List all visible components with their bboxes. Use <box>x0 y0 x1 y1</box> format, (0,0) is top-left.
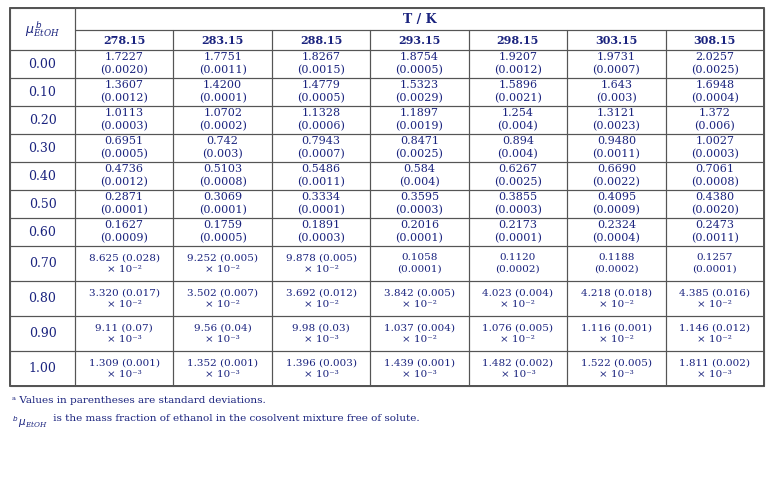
Text: 0.742
(0.003): 0.742 (0.003) <box>202 137 243 159</box>
Bar <box>10 190 75 218</box>
Text: 1.5323
(0.0029): 1.5323 (0.0029) <box>396 80 444 103</box>
Text: 283.15: 283.15 <box>201 35 244 46</box>
Bar <box>567 281 666 316</box>
Bar <box>10 351 75 386</box>
Text: 1.076 (0.005)
× 10⁻²: 1.076 (0.005) × 10⁻² <box>482 323 553 344</box>
Bar <box>173 281 272 316</box>
Bar <box>469 246 567 281</box>
Text: 1.4200
(0.0001): 1.4200 (0.0001) <box>199 80 247 103</box>
Text: 0.1120
(0.0002): 0.1120 (0.0002) <box>495 253 540 274</box>
Text: 0.40: 0.40 <box>29 169 57 183</box>
Text: 3.320 (0.017)
× 10⁻²: 3.320 (0.017) × 10⁻² <box>89 288 159 309</box>
Text: 1.396 (0.003)
× 10⁻³: 1.396 (0.003) × 10⁻³ <box>286 358 357 379</box>
Bar <box>10 218 75 246</box>
Text: 0.584
(0.004): 0.584 (0.004) <box>399 164 440 188</box>
Text: 3.692 (0.012)
× 10⁻²: 3.692 (0.012) × 10⁻² <box>286 288 357 309</box>
Bar <box>666 78 764 106</box>
Text: 0.4095
(0.0009): 0.4095 (0.0009) <box>592 193 640 216</box>
Text: 0.6690
(0.0022): 0.6690 (0.0022) <box>592 164 640 188</box>
Bar <box>370 281 469 316</box>
Text: 1.9207
(0.0012): 1.9207 (0.0012) <box>494 52 542 76</box>
Text: 0.3595
(0.0003): 0.3595 (0.0003) <box>396 193 444 216</box>
Text: ᵃ Values in parentheses are standard deviations.: ᵃ Values in parentheses are standard dev… <box>12 396 265 405</box>
Bar <box>173 190 272 218</box>
Text: 1.254
(0.004): 1.254 (0.004) <box>498 108 538 132</box>
Text: 2.0257
(0.0025): 2.0257 (0.0025) <box>691 52 738 76</box>
Bar <box>75 134 173 162</box>
Text: 0.1058
(0.0001): 0.1058 (0.0001) <box>397 253 442 274</box>
Bar <box>173 50 272 78</box>
Text: 9.878 (0.005)
× 10⁻²: 9.878 (0.005) × 10⁻² <box>286 253 357 274</box>
Bar <box>666 246 764 281</box>
Text: 0.2871
(0.0001): 0.2871 (0.0001) <box>101 193 148 216</box>
Bar <box>272 30 370 50</box>
Bar <box>370 134 469 162</box>
Text: 0.5103
(0.0008): 0.5103 (0.0008) <box>199 164 247 188</box>
Text: 0.80: 0.80 <box>29 292 57 305</box>
Text: 0.1188
(0.0002): 0.1188 (0.0002) <box>594 253 639 274</box>
Text: 1.352 (0.001)
× 10⁻³: 1.352 (0.001) × 10⁻³ <box>187 358 259 379</box>
Bar <box>666 218 764 246</box>
Text: 1.6948
(0.0004): 1.6948 (0.0004) <box>691 80 738 103</box>
Text: 1.7751
(0.0011): 1.7751 (0.0011) <box>199 52 247 76</box>
Text: 1.8754
(0.0005): 1.8754 (0.0005) <box>396 52 444 76</box>
Bar <box>173 316 272 351</box>
Bar <box>10 162 75 190</box>
Bar <box>666 162 764 190</box>
Bar <box>272 218 370 246</box>
Bar <box>75 218 173 246</box>
Text: 1.3607
(0.0012): 1.3607 (0.0012) <box>101 80 148 103</box>
Bar <box>10 50 75 78</box>
Text: 1.037 (0.004)
× 10⁻²: 1.037 (0.004) × 10⁻² <box>384 323 455 344</box>
Text: 0.5486
(0.0011): 0.5486 (0.0011) <box>297 164 345 188</box>
Bar <box>272 351 370 386</box>
Bar <box>173 134 272 162</box>
Text: 0.1759
(0.0005): 0.1759 (0.0005) <box>199 220 247 244</box>
Text: 0.2016
(0.0001): 0.2016 (0.0001) <box>396 220 444 244</box>
Bar <box>272 316 370 351</box>
Bar <box>666 281 764 316</box>
Text: 0.3855
(0.0003): 0.3855 (0.0003) <box>494 193 542 216</box>
Bar <box>567 218 666 246</box>
Text: 0.6951
(0.0005): 0.6951 (0.0005) <box>101 137 148 159</box>
Text: 0.2473
(0.0011): 0.2473 (0.0011) <box>691 220 738 244</box>
Text: 0.894
(0.004): 0.894 (0.004) <box>498 137 538 159</box>
Bar <box>10 78 75 106</box>
Bar <box>272 78 370 106</box>
Bar <box>272 134 370 162</box>
Bar <box>10 134 75 162</box>
Text: 4.023 (0.004)
× 10⁻²: 4.023 (0.004) × 10⁻² <box>482 288 553 309</box>
Text: 0.90: 0.90 <box>29 327 57 340</box>
Bar <box>469 78 567 106</box>
Text: 0.7061
(0.0008): 0.7061 (0.0008) <box>691 164 738 188</box>
Text: 0.4736
(0.0012): 0.4736 (0.0012) <box>101 164 148 188</box>
Text: 1.4779
(0.0005): 1.4779 (0.0005) <box>297 80 345 103</box>
Text: 4.218 (0.018)
× 10⁻²: 4.218 (0.018) × 10⁻² <box>580 288 652 309</box>
Bar <box>10 8 75 50</box>
Text: 0.1627
(0.0009): 0.1627 (0.0009) <box>101 220 148 244</box>
Bar <box>666 190 764 218</box>
Text: 1.439 (0.001)
× 10⁻³: 1.439 (0.001) × 10⁻³ <box>384 358 455 379</box>
Bar <box>567 106 666 134</box>
Text: 9.98 (0.03)
× 10⁻³: 9.98 (0.03) × 10⁻³ <box>293 323 350 344</box>
Bar <box>75 162 173 190</box>
Bar <box>10 8 764 386</box>
Bar <box>173 106 272 134</box>
Bar <box>75 8 764 30</box>
Text: 0.1257
(0.0001): 0.1257 (0.0001) <box>693 253 737 274</box>
Bar <box>567 50 666 78</box>
Text: 0.3069
(0.0001): 0.3069 (0.0001) <box>199 193 247 216</box>
Bar <box>173 246 272 281</box>
Bar <box>469 30 567 50</box>
Bar <box>10 316 75 351</box>
Text: 0.7943
(0.0007): 0.7943 (0.0007) <box>297 137 345 159</box>
Text: 1.0027
(0.0003): 1.0027 (0.0003) <box>691 137 738 159</box>
Bar <box>567 134 666 162</box>
Text: 0.00: 0.00 <box>29 57 57 70</box>
Text: 0.3334
(0.0001): 0.3334 (0.0001) <box>297 193 345 216</box>
Bar <box>272 190 370 218</box>
Text: 1.146 (0.012)
× 10⁻²: 1.146 (0.012) × 10⁻² <box>680 323 750 344</box>
Bar <box>567 162 666 190</box>
Text: 0.10: 0.10 <box>29 86 57 99</box>
Bar <box>567 246 666 281</box>
